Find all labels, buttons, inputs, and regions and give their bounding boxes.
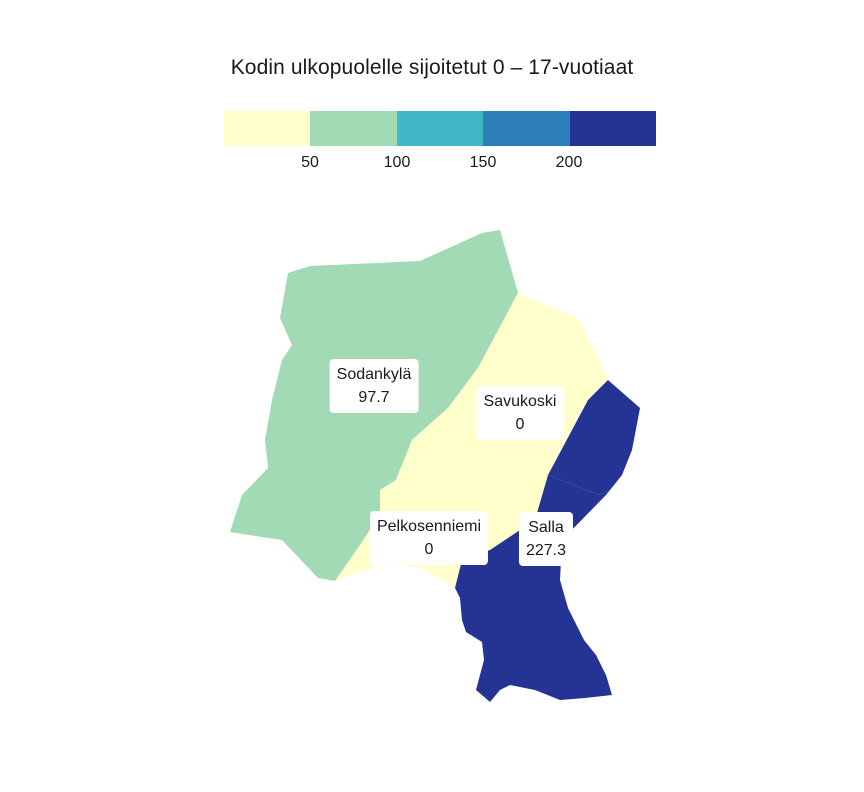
map-title: Kodin ulkopuolelle sijoitetut 0 – 17-vuo… — [230, 56, 634, 79]
label-value: 0 — [424, 541, 434, 558]
legend-swatch-2 — [396, 111, 484, 146]
label-value: 0 — [515, 416, 525, 433]
label-sodankyla: Sodankylä 97.7 — [329, 359, 419, 413]
label-savukoski: Savukoski 0 — [476, 386, 564, 440]
legend-swatch-4 — [569, 111, 657, 146]
legend-tick-50: 50 — [301, 154, 319, 171]
label-pelkosenniemi: Pelkosenniemi 0 — [369, 511, 489, 565]
label-name: Pelkosenniemi — [376, 518, 482, 535]
region-salla-south[interactable] — [455, 475, 612, 702]
legend-tick-100: 100 — [383, 154, 411, 171]
region-salla[interactable] — [548, 380, 640, 495]
label-name: Savukoski — [483, 393, 557, 410]
legend-swatch-1 — [310, 111, 397, 146]
legend-tick-200: 200 — [555, 154, 583, 171]
legend-tick-150: 150 — [469, 154, 497, 171]
label-name: Salla — [528, 519, 564, 536]
legend-swatch-3 — [483, 111, 570, 146]
label-value: 227.3 — [525, 542, 567, 559]
legend-swatch-0 — [224, 111, 311, 146]
label-value: 97.7 — [358, 389, 390, 406]
color-legend — [224, 111, 657, 146]
label-salla: Salla 227.3 — [518, 512, 574, 566]
label-name: Sodankylä — [336, 366, 412, 383]
